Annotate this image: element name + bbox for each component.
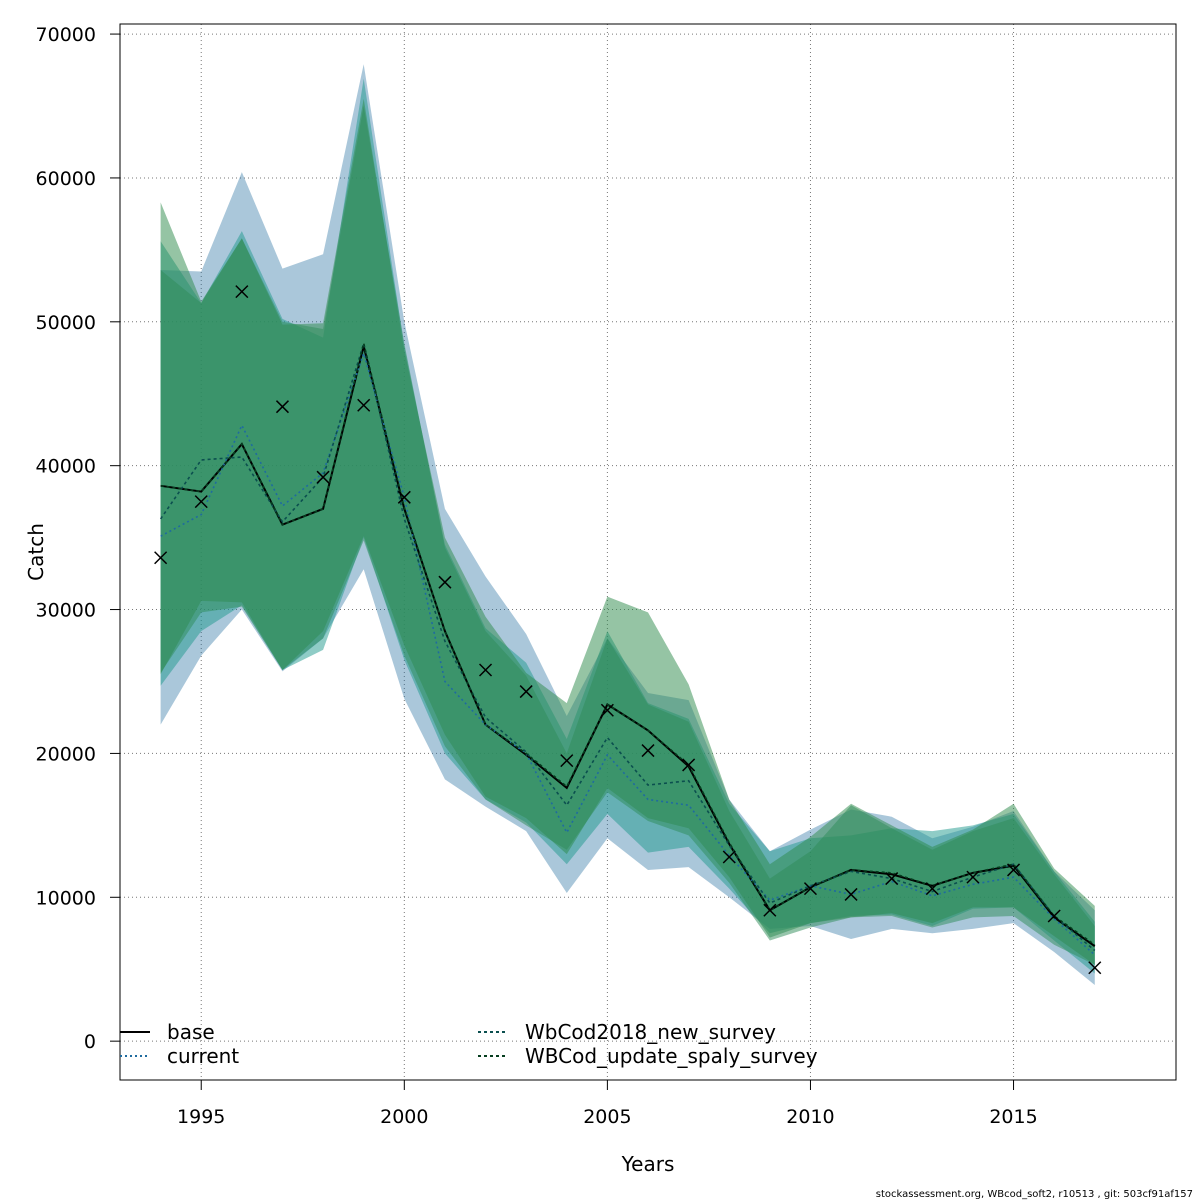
observed-point	[763, 903, 777, 917]
observed-point	[560, 754, 574, 768]
observed-point	[316, 470, 330, 484]
observed-point	[722, 850, 736, 864]
observed-point	[1047, 909, 1061, 923]
observed-point-stroke	[194, 495, 208, 509]
y-tick-label: 0	[84, 1031, 96, 1053]
observed-point	[966, 870, 980, 884]
series-line-2	[159, 340, 1096, 952]
legend-label-1: current	[167, 1044, 239, 1068]
observed-point-stroke	[1047, 909, 1061, 923]
observed-point-stroke	[275, 400, 289, 414]
y-tick-label: 20000	[36, 743, 96, 765]
observed-point-stroke	[397, 490, 411, 504]
observed-point-stroke	[803, 882, 817, 896]
observed-point-stroke	[479, 663, 493, 677]
series-lines	[159, 340, 1096, 956]
observed-point-stroke	[763, 903, 777, 917]
footer-caption: stockassessment.org, WBcod_soft2, r10513…	[876, 1189, 1193, 1200]
observed-markers	[154, 285, 1102, 975]
observed-point	[1088, 961, 1102, 975]
y-axis-title: Catch	[24, 523, 48, 581]
observed-point	[803, 882, 817, 896]
observed-point	[479, 663, 493, 677]
observed-point	[519, 685, 533, 699]
y-tick-label: 40000	[36, 456, 96, 478]
observed-point	[194, 495, 208, 509]
observed-point-stroke	[966, 870, 980, 884]
observed-point-stroke	[641, 744, 655, 758]
observed-point-stroke	[600, 703, 614, 717]
observed-point-stroke	[722, 850, 736, 864]
series-line-3	[160, 343, 1096, 946]
observed-point	[682, 758, 696, 772]
x-tick-label: 2005	[583, 1106, 631, 1128]
plot-frame	[119, 23, 1177, 1081]
confidence-band-3	[160, 106, 1095, 965]
observed-point	[600, 703, 614, 717]
y-tick-label: 10000	[36, 887, 96, 909]
observed-point-stroke	[316, 470, 330, 484]
observed-point-stroke	[235, 285, 249, 299]
observed-point	[641, 744, 655, 758]
y-tick-label: 70000	[36, 24, 96, 46]
observed-point-stroke	[925, 882, 939, 896]
observed-point-stroke	[438, 575, 452, 589]
x-tick-label: 2015	[989, 1106, 1037, 1128]
observed-point	[235, 285, 249, 299]
confidence-bands	[160, 64, 1095, 986]
observed-point	[275, 400, 289, 414]
observed-point-stroke	[885, 872, 899, 886]
y-tick-label: 50000	[36, 312, 96, 334]
x-tick-label: 2010	[786, 1106, 834, 1128]
observed-point	[357, 398, 371, 412]
observed-point-stroke	[560, 754, 574, 768]
observed-point	[885, 872, 899, 886]
gridlines	[120, 24, 1176, 1080]
legend-label-2: WbCod2018_new_survey	[525, 1020, 776, 1044]
observed-point-stroke	[357, 398, 371, 412]
observed-point	[438, 575, 452, 589]
observed-point-stroke	[1007, 863, 1021, 877]
observed-point	[844, 887, 858, 901]
observed-point-stroke	[844, 887, 858, 901]
observed-point	[397, 490, 411, 504]
observed-point	[925, 882, 939, 896]
observed-point-stroke	[154, 551, 168, 565]
observed-point	[1007, 863, 1021, 877]
observed-point-stroke	[682, 758, 696, 772]
y-tick-label: 60000	[36, 168, 96, 190]
series-line-1	[160, 350, 1096, 956]
observed-point-stroke	[1088, 961, 1102, 975]
y-tick-label: 30000	[36, 600, 96, 622]
x-tick-label: 2000	[380, 1106, 428, 1128]
axes: 1995 2000 2005 2010 2015 0 10000 20000 30000 4000…	[36, 24, 1038, 1128]
legend-label-0: base	[167, 1020, 215, 1044]
observed-point-stroke	[519, 685, 533, 699]
legend-label-3: WBCod_update_spaly_survey	[525, 1044, 818, 1068]
observed-point	[154, 551, 168, 565]
x-tick-label: 1995	[177, 1106, 225, 1128]
x-axis-title: Years	[621, 1152, 675, 1176]
